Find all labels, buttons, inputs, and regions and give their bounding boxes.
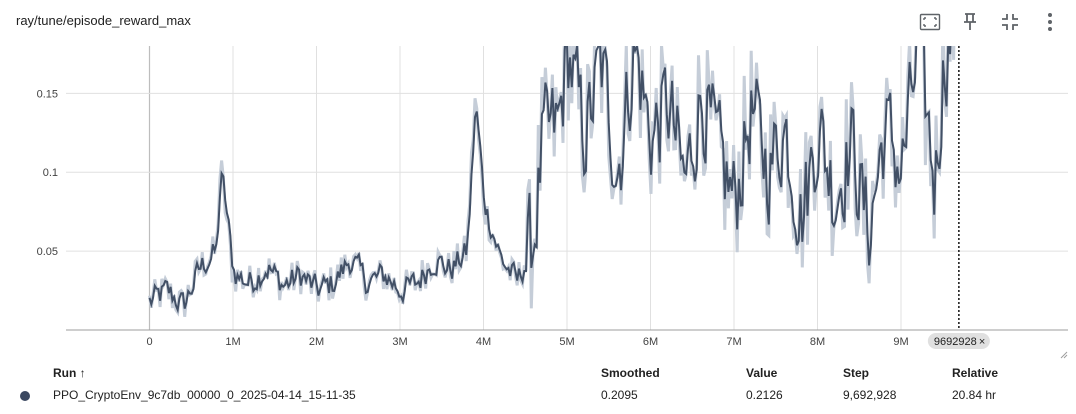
step-badge-label: 9692928 bbox=[934, 336, 977, 348]
fit-domain-icon bbox=[919, 13, 941, 31]
x-tick-label: 0 bbox=[146, 336, 152, 348]
table-row[interactable]: PPO_CryptoEnv_9c7db_00000_0_2025-04-14_1… bbox=[0, 388, 1076, 404]
pin-icon bbox=[964, 13, 976, 30]
header-relative: Relative bbox=[952, 366, 999, 380]
x-tick-label: 7M bbox=[726, 336, 741, 348]
fit-domain-button[interactable] bbox=[910, 9, 950, 35]
step-badge[interactable]: 9692928 × bbox=[927, 333, 990, 349]
fullscreen-button[interactable] bbox=[990, 9, 1030, 35]
raw-value: 0.2126 bbox=[746, 388, 783, 402]
pin-button[interactable] bbox=[950, 9, 990, 35]
y-tick-label: 0.15 bbox=[37, 88, 58, 100]
smoothed-series-line bbox=[148, 46, 952, 314]
x-tick-label: 8M bbox=[810, 336, 825, 348]
runs-table-header: Run ↑ Smoothed Value Step Relative bbox=[0, 366, 1076, 382]
header-smoothed: Smoothed bbox=[601, 366, 660, 380]
step-badge-background bbox=[927, 333, 990, 349]
x-tick-label: 2M bbox=[309, 336, 324, 348]
header-run[interactable]: Run ↑ bbox=[53, 366, 86, 380]
x-tick-label: 1M bbox=[225, 336, 240, 348]
chart-toolbar bbox=[910, 9, 1070, 35]
smoothed-value: 0.2095 bbox=[601, 388, 638, 402]
step-badge-close-icon[interactable]: × bbox=[979, 336, 985, 348]
y-tick-label: 0.1 bbox=[43, 167, 58, 179]
resize-handle-icon[interactable] bbox=[1060, 351, 1068, 359]
chart-title: ray/tune/episode_reward_max bbox=[16, 13, 191, 28]
run-name: PPO_CryptoEnv_9c7db_00000_0_2025-04-14_1… bbox=[53, 388, 356, 402]
run-color-dot bbox=[20, 391, 30, 401]
header-step: Step bbox=[843, 366, 870, 380]
x-tick-label: 5M bbox=[559, 336, 574, 348]
fullscreen-icon bbox=[1002, 14, 1018, 30]
more-vert-icon bbox=[1048, 13, 1052, 31]
relative-time: 20.84 hr bbox=[952, 388, 997, 402]
y-tick-label: 0.05 bbox=[37, 246, 58, 258]
x-tick-label: 4M bbox=[476, 336, 491, 348]
x-tick-label: 3M bbox=[392, 336, 407, 348]
x-tick-label: 9M bbox=[893, 336, 908, 348]
more-options-button[interactable] bbox=[1030, 9, 1070, 35]
x-tick-label: 6M bbox=[643, 336, 658, 348]
header-value: Value bbox=[746, 366, 778, 380]
step-value: 9,692,928 bbox=[843, 388, 897, 402]
line-chart[interactable]: 0 1M 2M 3M 4M 5M 6M 7M 8M 9M 0.05 0.1 0.15 9692928 × bbox=[0, 0, 1076, 360]
